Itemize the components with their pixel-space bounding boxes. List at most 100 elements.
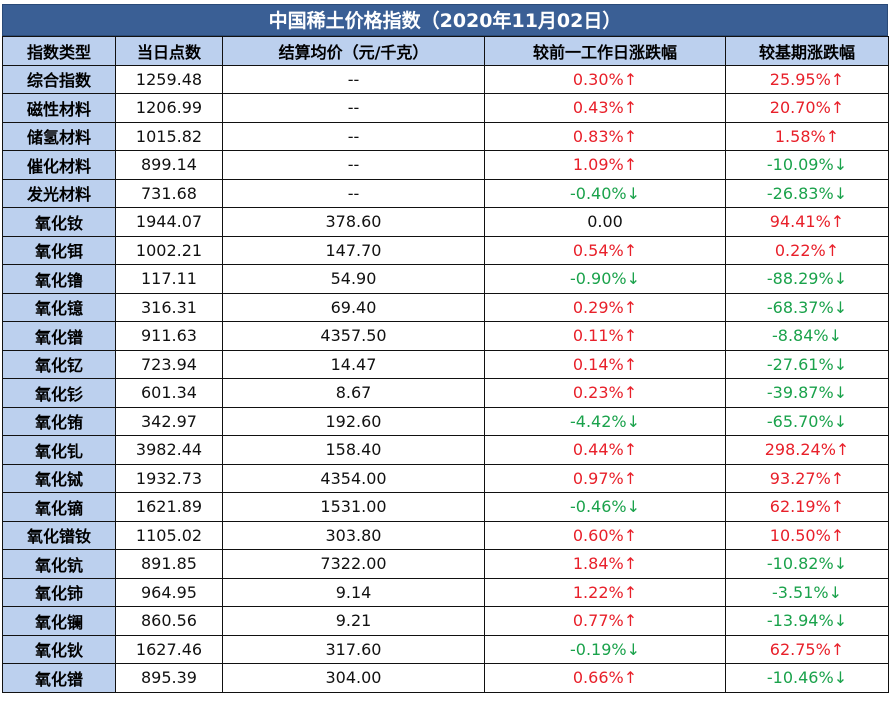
price-cell: 304.00 [222, 663, 485, 693]
table-row: 综合指数 1259.48 -- 0.30%↑ 25.95%↑ [2, 64, 889, 94]
base-change-cell: 93.27%↑ [725, 463, 889, 493]
day-change-cell: 0.54%↑ [484, 235, 726, 265]
index-name-cell: 氧化钆 [2, 435, 116, 465]
table-row: 磁性材料 1206.99 -- 0.43%↑ 20.70%↑ [2, 93, 889, 123]
price-cell: -- [222, 121, 485, 151]
table-row: 氧化钕 1944.07 378.60 0.00 94.41%↑ [2, 207, 889, 237]
base-change-cell: -13.94%↓ [725, 606, 889, 636]
price-cell: 4354.00 [222, 463, 485, 493]
base-change-cell: 62.75%↑ [725, 634, 889, 664]
price-cell: -- [222, 64, 485, 94]
index-name-cell: 氧化钬 [2, 634, 116, 664]
day-change-cell: 1.09%↑ [484, 150, 726, 180]
column-header-base-change: 较基期涨跌幅 [725, 36, 889, 66]
table-row: 氧化镝 1621.89 1531.00 -0.46%↓ 62.19%↑ [2, 492, 889, 522]
base-change-cell: 298.24%↑ [725, 435, 889, 465]
price-cell: 69.40 [222, 292, 485, 322]
table-row: 氧化铕 342.97 192.60 -4.42%↓ -65.70%↓ [2, 406, 889, 436]
index-name-cell: 氧化镨 [2, 321, 116, 351]
day-change-cell: 0.23%↑ [484, 378, 726, 408]
day-change-cell: 1.84%↑ [484, 549, 726, 579]
day-change-cell: 0.66%↑ [484, 663, 726, 693]
price-cell: 147.70 [222, 235, 485, 265]
table-row: 氧化镱 316.31 69.40 0.29%↑ -68.37%↓ [2, 292, 889, 322]
day-change-cell: 0.14%↑ [484, 349, 726, 379]
points-cell: 731.68 [115, 178, 223, 208]
base-change-cell: 1.58%↑ [725, 121, 889, 151]
price-cell: 54.90 [222, 264, 485, 294]
header-row: 指数类型 当日点数 结算均价（元/千克） 较前一工作日涨跌幅 较基期涨跌幅 [2, 36, 889, 66]
day-change-cell: 0.11%↑ [484, 321, 726, 351]
price-cell: 317.60 [222, 634, 485, 664]
table-body: 综合指数 1259.48 -- 0.30%↑ 25.95%↑ 磁性材料 1206.99 -- 0… [2, 64, 889, 693]
table-row: 氧化镧 860.56 9.21 0.77%↑ -13.94%↓ [2, 606, 889, 636]
table-title: 中国稀土价格指数（2020年11月02日） [2, 4, 888, 36]
index-name-cell: 磁性材料 [2, 93, 116, 123]
points-cell: 964.95 [115, 577, 223, 607]
points-cell: 1259.48 [115, 64, 223, 94]
day-change-cell: 0.97%↑ [484, 463, 726, 493]
day-change-cell: -0.19%↓ [484, 634, 726, 664]
column-header-type: 指数类型 [2, 36, 116, 66]
points-cell: 1621.89 [115, 492, 223, 522]
table-row: 氧化钪 891.85 7322.00 1.84%↑ -10.82%↓ [2, 549, 889, 579]
base-change-cell: -88.29%↓ [725, 264, 889, 294]
index-name-cell: 储氢材料 [2, 121, 116, 151]
index-name-cell: 发光材料 [2, 178, 116, 208]
index-name-cell: 催化材料 [2, 150, 116, 180]
table-row: 氧化铽 1932.73 4354.00 0.97%↑ 93.27%↑ [2, 463, 889, 493]
base-change-cell: -10.46%↓ [725, 663, 889, 693]
price-cell: 7322.00 [222, 549, 485, 579]
table-row: 氧化铈 964.95 9.14 1.22%↑ -3.51%↓ [2, 577, 889, 607]
table-row: 氧化钐 601.34 8.67 0.23%↑ -39.87%↓ [2, 378, 889, 408]
base-change-cell: -68.37%↓ [725, 292, 889, 322]
price-cell: 9.21 [222, 606, 485, 636]
base-change-cell: 10.50%↑ [725, 520, 889, 550]
table-row: 氧化铒 1002.21 147.70 0.54%↑ 0.22%↑ [2, 235, 889, 265]
base-change-cell: -10.09%↓ [725, 150, 889, 180]
points-cell: 3982.44 [115, 435, 223, 465]
points-cell: 316.31 [115, 292, 223, 322]
day-change-cell: 0.43%↑ [484, 93, 726, 123]
points-cell: 601.34 [115, 378, 223, 408]
index-name-cell: 氧化铕 [2, 406, 116, 436]
points-cell: 342.97 [115, 406, 223, 436]
price-cell: -- [222, 93, 485, 123]
table-row: 氧化镨钕 1105.02 303.80 0.60%↑ 10.50%↑ [2, 520, 889, 550]
points-cell: 891.85 [115, 549, 223, 579]
table-row: 催化材料 899.14 -- 1.09%↑ -10.09%↓ [2, 150, 889, 180]
day-change-cell: -4.42%↓ [484, 406, 726, 436]
points-cell: 723.94 [115, 349, 223, 379]
table-row: 氧化钆 3982.44 158.40 0.44%↑ 298.24%↑ [2, 435, 889, 465]
base-change-cell: -65.70%↓ [725, 406, 889, 436]
table-row: 发光材料 731.68 -- -0.40%↓ -26.83%↓ [2, 178, 889, 208]
index-name-cell: 氧化镨 [2, 663, 116, 693]
day-change-cell: 0.60%↑ [484, 520, 726, 550]
base-change-cell: -10.82%↓ [725, 549, 889, 579]
column-header-points: 当日点数 [115, 36, 223, 66]
base-change-cell: 94.41%↑ [725, 207, 889, 237]
index-name-cell: 氧化钐 [2, 378, 116, 408]
index-name-cell: 氧化钪 [2, 549, 116, 579]
base-change-cell: -8.84%↓ [725, 321, 889, 351]
index-name-cell: 氧化铈 [2, 577, 116, 607]
day-change-cell: 0.83%↑ [484, 121, 726, 151]
table-row: 氧化钇 723.94 14.47 0.14%↑ -27.61%↓ [2, 349, 889, 379]
column-header-price: 结算均价（元/千克） [222, 36, 485, 66]
day-change-cell: 0.30%↑ [484, 64, 726, 94]
base-change-cell: 25.95%↑ [725, 64, 889, 94]
points-cell: 1105.02 [115, 520, 223, 550]
price-cell: -- [222, 150, 485, 180]
base-change-cell: -39.87%↓ [725, 378, 889, 408]
price-cell: 303.80 [222, 520, 485, 550]
points-cell: 1015.82 [115, 121, 223, 151]
index-name-cell: 氧化钕 [2, 207, 116, 237]
base-change-cell: -27.61%↓ [725, 349, 889, 379]
day-change-cell: 1.22%↑ [484, 577, 726, 607]
table-row: 氧化镨 895.39 304.00 0.66%↑ -10.46%↓ [2, 663, 889, 693]
base-change-cell: 0.22%↑ [725, 235, 889, 265]
day-change-cell: -0.46%↓ [484, 492, 726, 522]
points-cell: 1002.21 [115, 235, 223, 265]
table-row: 储氢材料 1015.82 -- 0.83%↑ 1.58%↑ [2, 121, 889, 151]
index-name-cell: 氧化钇 [2, 349, 116, 379]
